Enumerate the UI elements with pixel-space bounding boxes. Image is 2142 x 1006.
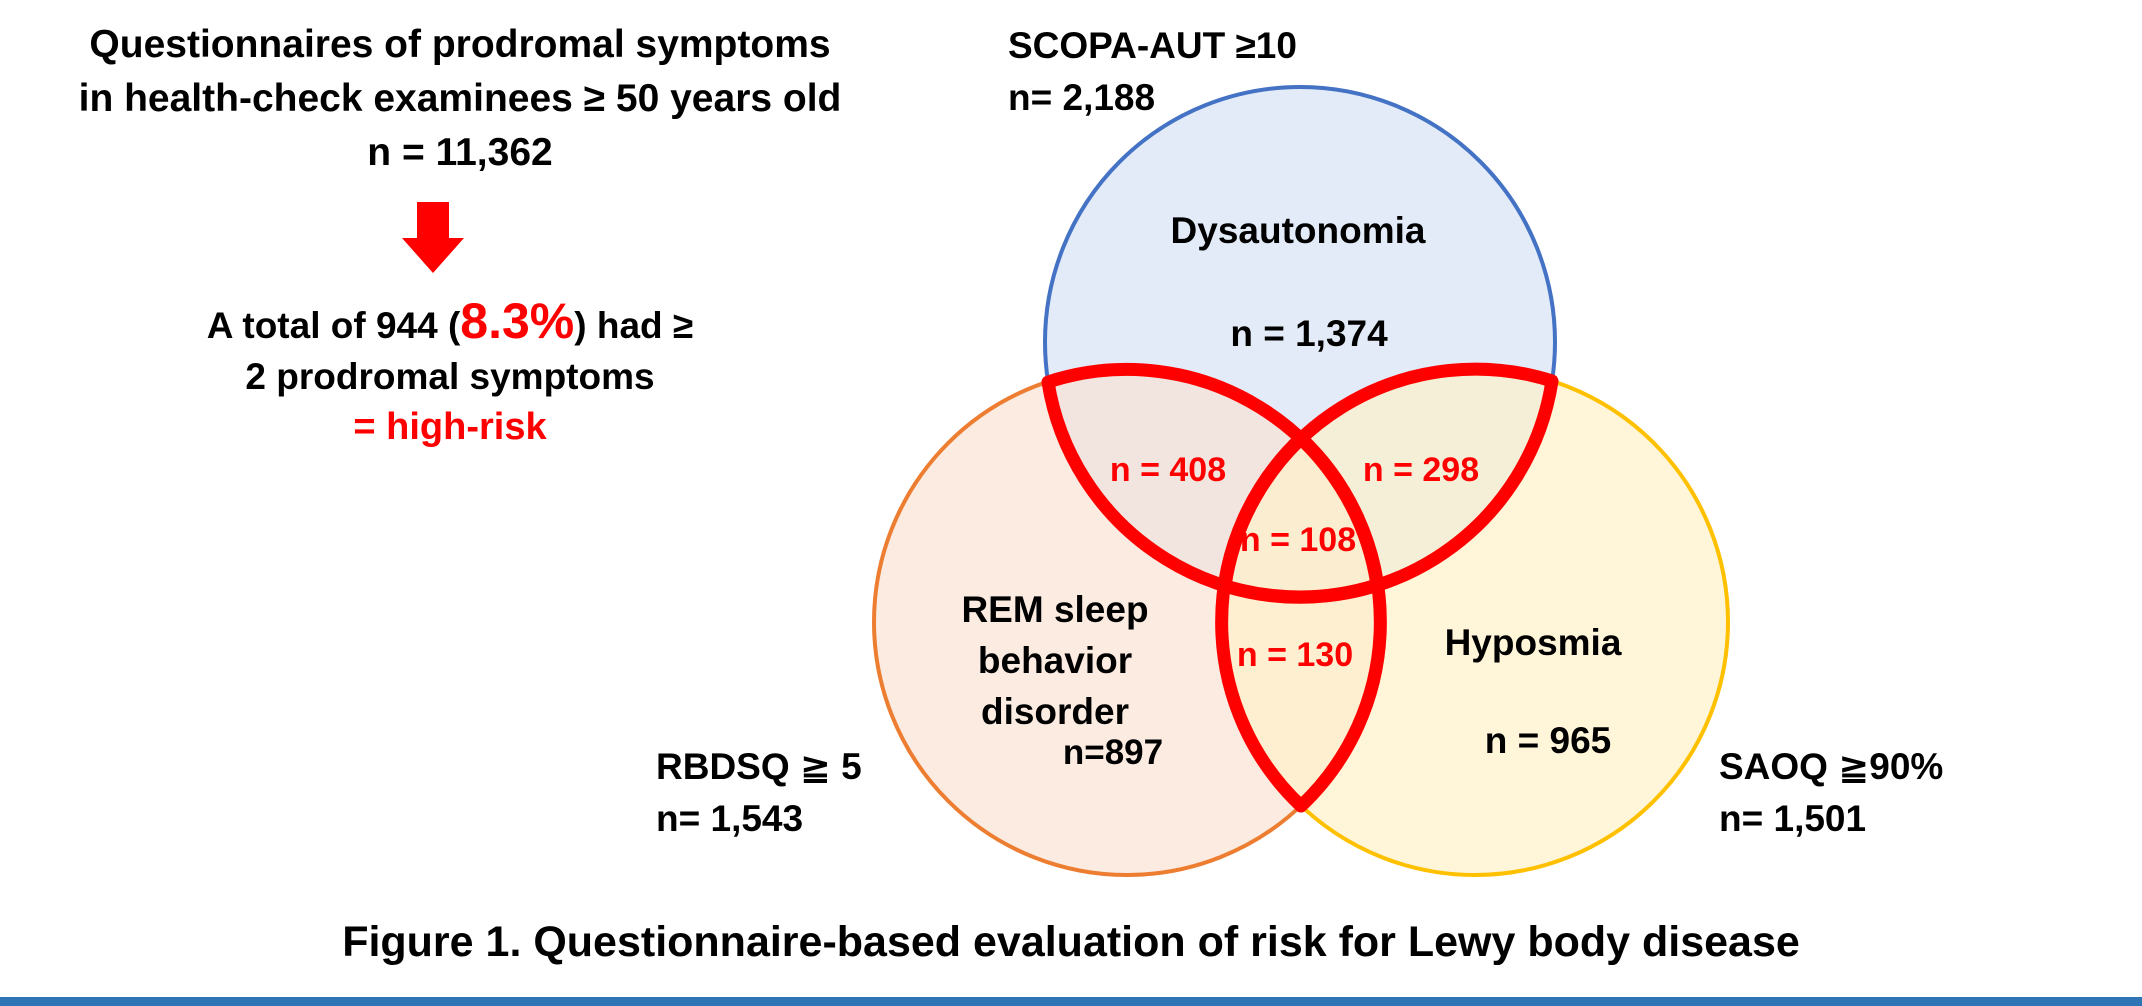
rbdsq-label: RBDSQ ≧ 5 n= 1,543 [656,741,862,845]
summary-line2: 2 prodromal symptoms [245,356,655,397]
header-text: Questionnaires of prodromal symptoms in … [40,18,880,180]
rbdsq-n: n= 1,543 [656,798,804,839]
summary-highrisk: = high-risk [353,406,547,448]
rbd-label-line1: REM sleep [961,589,1149,630]
saoq-n: n= 1,501 [1719,798,1867,839]
header-line2: in health-check examinees ≥ 50 years old [78,77,842,120]
summary-pre: A total of 944 ( [206,305,461,346]
summary-percentage: 8.3% [460,293,575,349]
overlap-dys-hyp-n: n = 298 [1362,451,1480,489]
bottom-bar [0,997,2142,1006]
rbd-label-line2: behavior [977,640,1133,681]
summary-line1: A total of 944 (8.3%) had ≥ [30,296,870,351]
scopa-test: SCOPA-AUT ≥10 [1008,25,1297,66]
saoq-test: SAOQ ≧90% [1719,746,1944,787]
rbd-label-line3: disorder [980,691,1130,732]
rbd-label: REM sleep behavior disorder [961,584,1148,737]
rbd-n: n=897 [1062,733,1164,772]
hyposmia-n: n = 965 [1484,720,1612,761]
header-line3: n = 11,362 [367,131,553,174]
overlap-center-n: n = 108 [1239,521,1357,559]
scopa-n: n= 2,188 [1008,77,1156,118]
highrisk-outline-rbd-hyp [1215,431,1387,813]
rbdsq-test: RBDSQ ≧ 5 [656,746,862,787]
header-line1: Questionnaires of prodromal symptoms [89,23,831,66]
hyposmia-label: Hyposmia [1444,622,1622,663]
scopa-label: SCOPA-AUT ≥10 n= 2,188 [1008,20,1297,124]
overlap-rbd-hyp-n: n = 130 [1236,636,1354,674]
down-arrow-icon [402,202,464,273]
saoq-label: SAOQ ≧90% n= 1,501 [1719,741,1943,845]
summary-post: ) had ≥ [574,305,694,346]
dysautonomia-n: n = 1,374 [1230,313,1388,354]
dysautonomia-label: Dysautonomia [1170,210,1426,251]
overlap-dys-rbd-n: n = 408 [1109,451,1227,489]
figure-caption: Figure 1. Questionnaire-based evaluation… [342,918,1800,966]
summary-text: A total of 944 (8.3%) had ≥ 2 prodromal … [30,296,870,453]
